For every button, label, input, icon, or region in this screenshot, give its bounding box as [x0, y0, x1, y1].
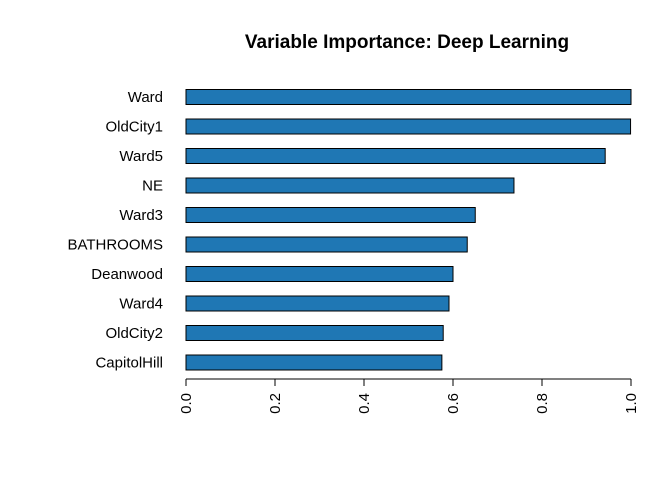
- bars-group: [185, 89, 632, 371]
- bar-deanwood: [185, 266, 454, 282]
- category-label-bathrooms: BATHROOMS: [67, 237, 163, 254]
- category-label-oldcity2: OldCity2: [105, 325, 163, 342]
- x-tick-label: 1.0: [623, 393, 640, 414]
- category-label-oldcity1: OldCity1: [105, 119, 163, 136]
- x-axis: 0.0 0.2 0.4 0.6 0.8 1.0: [178, 378, 640, 414]
- x-tick-label: 0.8: [534, 393, 551, 414]
- category-labels: Ward OldCity1 Ward5 NE Ward3 BATHROOMS Deanwoo…: [67, 89, 163, 372]
- bar-capitolhill: [185, 354, 443, 371]
- category-label-ward4: Ward4: [119, 296, 163, 313]
- bar-ward4: [185, 295, 450, 312]
- category-label-capitolhill: CapitolHill: [95, 355, 163, 372]
- bar-oldcity1: [185, 118, 632, 135]
- bar-ne: [185, 177, 515, 194]
- category-label-deanwood: Deanwood: [91, 266, 163, 283]
- x-tick-label: 0.6: [445, 393, 462, 414]
- bar-bathrooms: [185, 236, 468, 253]
- bar-oldcity2: [185, 325, 444, 341]
- bar-ward5: [185, 148, 606, 164]
- bar-ward3: [185, 207, 476, 223]
- x-tick-label: 0.4: [356, 393, 373, 414]
- category-label-ward3: Ward3: [119, 207, 163, 224]
- category-label-ne: NE: [142, 178, 163, 195]
- bar-ward: [185, 89, 632, 105]
- chart-title: Variable Importance: Deep Learning: [245, 32, 569, 53]
- x-tick-label: 0.2: [267, 393, 284, 414]
- category-label-ward5: Ward5: [119, 148, 163, 165]
- x-tick-label: 0.0: [178, 393, 195, 414]
- category-label-ward: Ward: [128, 89, 163, 106]
